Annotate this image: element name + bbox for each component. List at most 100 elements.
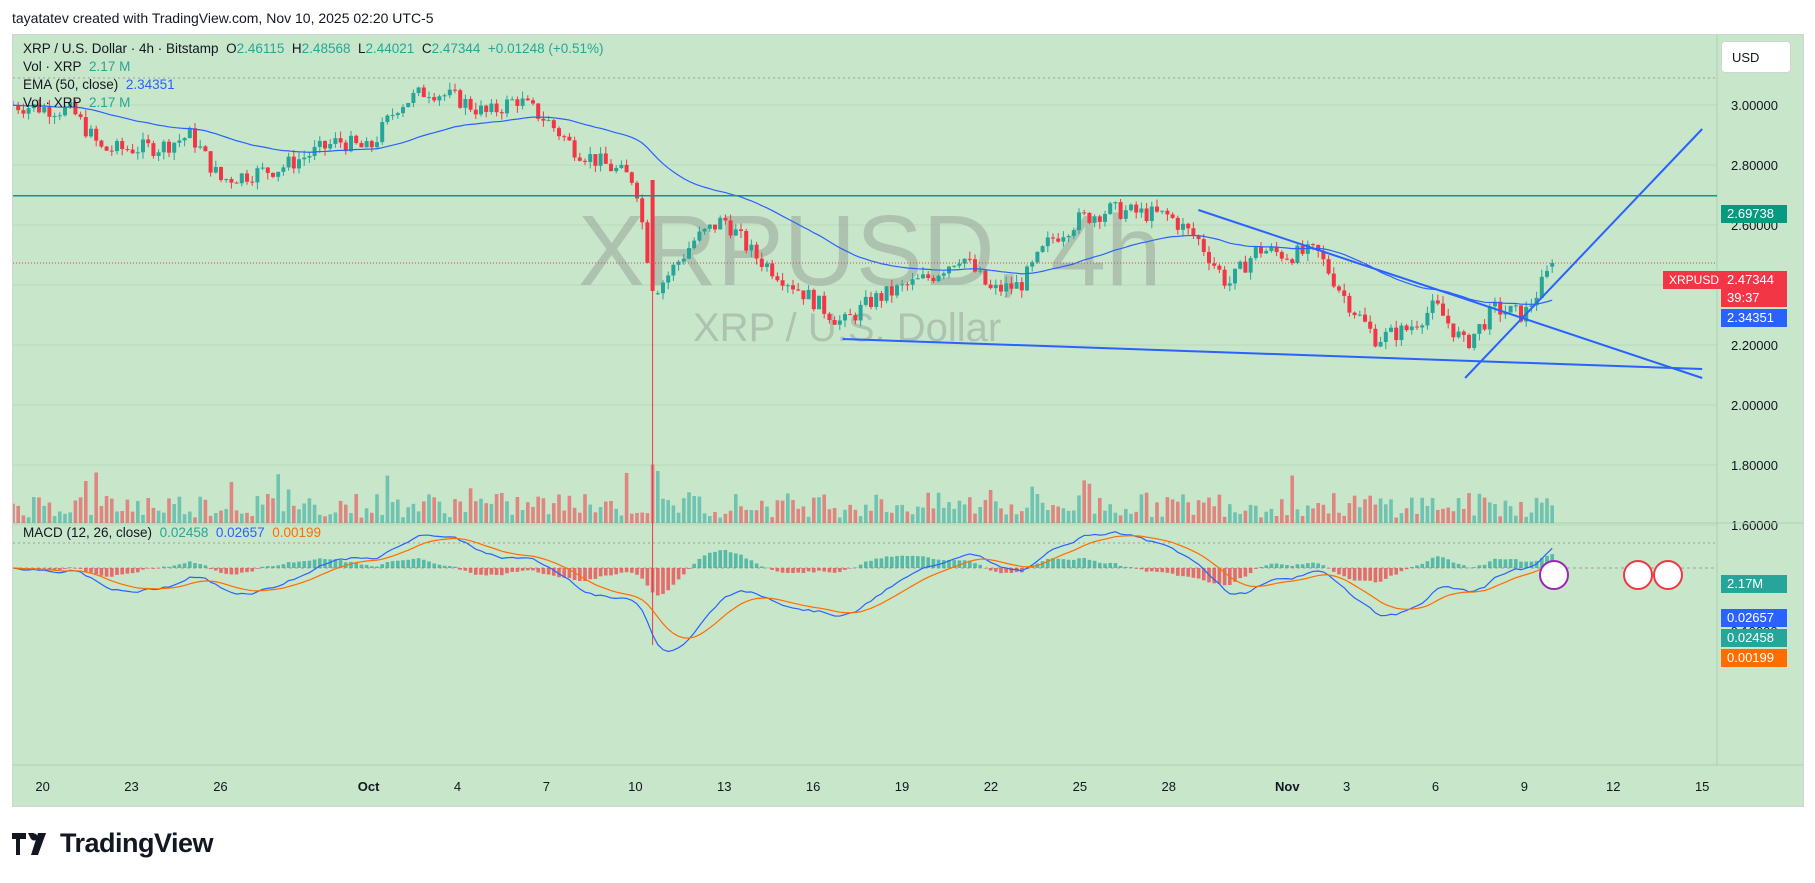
low-label: L bbox=[358, 41, 366, 56]
volume-bar bbox=[983, 499, 988, 523]
volume-bar bbox=[640, 512, 644, 523]
candle-body bbox=[931, 277, 936, 282]
macd-histogram-bar bbox=[858, 564, 863, 568]
volume-bar bbox=[219, 510, 223, 523]
macd-histogram-bar bbox=[468, 568, 473, 573]
volume-bar bbox=[1009, 504, 1014, 523]
macd-histogram-bar bbox=[266, 566, 270, 568]
candle-body bbox=[1056, 238, 1061, 242]
candle-body bbox=[926, 274, 931, 278]
candle-body bbox=[1513, 305, 1518, 307]
candle-body bbox=[16, 105, 21, 111]
volume-bar bbox=[1087, 483, 1092, 523]
tradingview-logo[interactable]: TradingView bbox=[12, 828, 214, 859]
volume-bar bbox=[572, 507, 577, 523]
candle-body bbox=[302, 157, 307, 160]
candle-body bbox=[895, 285, 899, 296]
macd-histogram-bar bbox=[453, 566, 457, 568]
time-tick-label: 15 bbox=[1695, 779, 1709, 794]
volume-bar bbox=[84, 480, 88, 523]
candle-body bbox=[1519, 305, 1523, 322]
macd-histogram-bar bbox=[1196, 568, 1201, 579]
volume-bar bbox=[432, 497, 436, 523]
volume-bar bbox=[827, 509, 832, 523]
macd-histogram-bar bbox=[1191, 568, 1196, 578]
chart-canvas[interactable]: 3.000002.800002.600002.400002.200002.000… bbox=[13, 35, 1803, 806]
macd-histogram-bar bbox=[136, 568, 140, 573]
volume-bar bbox=[1046, 510, 1050, 523]
candle-body bbox=[26, 108, 31, 114]
candle-body bbox=[910, 279, 915, 285]
macd-histogram-bar bbox=[1285, 564, 1289, 568]
volume-bar bbox=[120, 510, 124, 523]
macd-histogram-bar bbox=[697, 558, 702, 568]
candle-body bbox=[1493, 301, 1497, 307]
ema-price-tag: 2.34351 bbox=[1721, 309, 1787, 327]
macd-histogram-bar bbox=[494, 568, 499, 575]
volume-bar bbox=[536, 496, 540, 523]
macd-histogram-bar bbox=[1482, 564, 1487, 568]
macd-histogram-bar bbox=[624, 568, 629, 573]
macd-histogram-bar bbox=[396, 560, 400, 568]
macd-histogram-bar bbox=[910, 555, 915, 568]
macd-histogram-bar bbox=[1363, 568, 1367, 581]
volume-bar bbox=[630, 513, 634, 523]
volume-bar bbox=[526, 502, 530, 523]
ema-legend[interactable]: EMA (50, close) 2.34351 bbox=[23, 75, 175, 95]
currency-button[interactable]: USD bbox=[1721, 41, 1791, 73]
us-flag-event-icon[interactable] bbox=[1623, 560, 1653, 590]
candle-body bbox=[1165, 210, 1170, 215]
candle-body bbox=[1337, 286, 1341, 291]
macd-legend[interactable]: MACD (12, 26, close) 0.02458 0.02657 0.0… bbox=[23, 523, 321, 543]
volume-legend[interactable]: Vol · XRP 2.17 M bbox=[23, 57, 130, 77]
candle-body bbox=[921, 274, 925, 279]
macd-histogram-bar bbox=[500, 568, 504, 576]
candle-body bbox=[650, 180, 655, 291]
volume2-legend[interactable]: Vol · XRP 2.17 M bbox=[23, 93, 130, 113]
macd-histogram-bar bbox=[1212, 568, 1216, 584]
volume-bar bbox=[858, 516, 863, 523]
lightning-event-icon[interactable] bbox=[1539, 560, 1569, 590]
candle-body bbox=[843, 314, 847, 321]
volume-bar bbox=[1446, 507, 1450, 523]
volume-bar bbox=[328, 514, 332, 523]
candle-body bbox=[369, 141, 374, 148]
volume-bar bbox=[110, 498, 114, 523]
volume-bar bbox=[224, 509, 228, 523]
macd-histogram-bar bbox=[770, 568, 774, 570]
volume-bar bbox=[1129, 513, 1133, 523]
volume-bar bbox=[1514, 515, 1518, 523]
volume-bar bbox=[177, 496, 182, 523]
macd-histogram-bar bbox=[526, 568, 530, 571]
candle-body bbox=[1155, 206, 1159, 212]
macd-histogram-bar bbox=[416, 558, 421, 568]
candle-body bbox=[198, 146, 203, 148]
macd-histogram-bar bbox=[458, 568, 462, 570]
volume-bar bbox=[505, 501, 509, 523]
us-flag-event-icon-2[interactable] bbox=[1653, 560, 1683, 590]
macd-histogram-bar bbox=[1061, 559, 1066, 568]
candle-body bbox=[1326, 259, 1331, 274]
volume-bar bbox=[1035, 494, 1040, 523]
chart-frame[interactable]: 3.000002.800002.600002.400002.200002.000… bbox=[12, 34, 1804, 807]
macd-histogram-bar bbox=[1222, 568, 1227, 586]
candle-body bbox=[1373, 328, 1378, 347]
macd-histogram-bar bbox=[510, 568, 514, 572]
symbol-title[interactable]: XRP / U.S. Dollar · 4h · Bitstamp bbox=[23, 41, 219, 56]
volume-bar bbox=[1098, 497, 1102, 523]
candle-body bbox=[1363, 314, 1367, 322]
macd-histogram-bar bbox=[1430, 557, 1435, 568]
candle-body bbox=[858, 304, 863, 321]
candle-body bbox=[1103, 213, 1107, 222]
candle-body bbox=[21, 110, 26, 114]
candle-body bbox=[1404, 325, 1409, 331]
volume-bar bbox=[1415, 513, 1419, 523]
macd-histogram-bar bbox=[1020, 568, 1024, 573]
macd-signal-tag: 0.00199 bbox=[1721, 649, 1787, 667]
volume-bar bbox=[739, 506, 743, 523]
macd-histogram-bar bbox=[864, 561, 868, 568]
macd-histogram-bar bbox=[905, 555, 910, 568]
volume-bar bbox=[645, 513, 650, 523]
volume-bar bbox=[1352, 495, 1357, 523]
volume-bar bbox=[26, 517, 31, 523]
